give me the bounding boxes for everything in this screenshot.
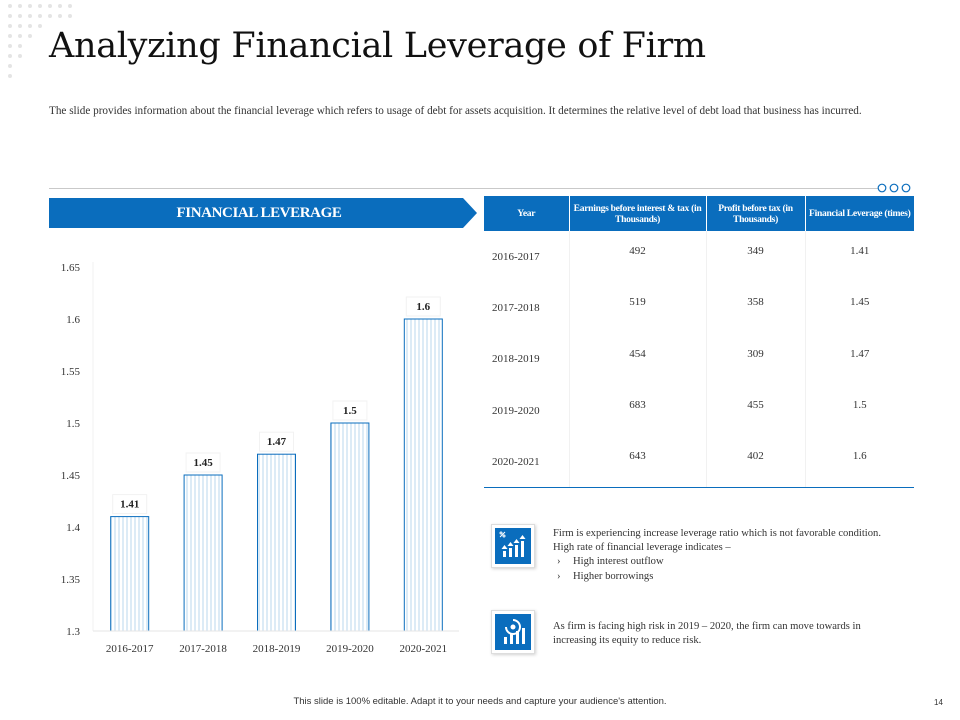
financial-leverage-bar-chart: 1.31.351.41.451.51.551.61.65 1.411.451.4… (61, 262, 459, 655)
data-label: 1.47 (267, 436, 287, 448)
cell-year: 2020-2021 (484, 436, 570, 488)
data-label-box (185, 452, 221, 473)
note-line: High rate of financial leverage indicate… (553, 542, 731, 554)
table-row: 2017-2018 519 358 1.45 (484, 282, 914, 334)
page-title: Analyzing Financial Leverage of Firm (49, 26, 706, 66)
table-row: 2019-2020 683 455 1.5 (484, 384, 914, 437)
note-risk: As firm is facing high risk in 2019 – 20… (553, 621, 861, 647)
cell-ebit: 454 (569, 333, 707, 385)
y-axis-ticks: 1.3 1.35 1.4 1.45 1.5 1.55 1.6 1.65 (61, 262, 81, 638)
page-number: 14 (934, 698, 943, 707)
cell-pbt: 358 (706, 282, 806, 334)
chart-banner-label: FINANCIAL LEVERAGE (176, 205, 342, 221)
cell-year: 2018-2019 (484, 333, 570, 385)
data-label: 1.45 (193, 457, 213, 469)
bar (110, 516, 150, 632)
cell-leverage: 1.41 (850, 245, 870, 257)
table-row: 2020-2021 643 402 1.6 (484, 436, 914, 488)
data-label-box (332, 400, 368, 421)
intro-text: The slide provides information about the… (49, 105, 862, 117)
cell-pbt: 349 (706, 231, 806, 283)
col-header-leverage: Financial Leverage (times) (805, 196, 914, 231)
y-tick-label: 1.5 (66, 418, 80, 430)
divider-dots-decoration (877, 183, 911, 193)
bullet-text: Higher borrowings (573, 570, 654, 582)
cell-year: 2019-2020 (484, 384, 570, 437)
data-label-box (405, 296, 441, 317)
note-bullet: › High interest outflow (553, 555, 903, 569)
table-header-row: Year Earnings before interest & tax (in … (484, 196, 914, 231)
cell-ebit: 683 (569, 384, 707, 437)
cell-pbt: 309 (706, 333, 806, 385)
cell-leverage: 1.47 (850, 347, 870, 360)
y-tick-label: 1.65 (61, 262, 81, 274)
col-header-ebit: Earnings before interest & tax (in Thous… (569, 196, 707, 231)
section-divider (49, 188, 879, 189)
table-row: 2016-2017 492 349 1.41 (484, 231, 914, 283)
y-tick-label: 1.55 (61, 366, 81, 378)
bullet-marker: › (557, 556, 561, 568)
y-tick-label: 1.45 (61, 470, 81, 482)
x-axis-ticks: 2016-2017 2017-2018 2018-2019 2019-2020 2020… (106, 643, 447, 655)
y-tick-label: 1.35 (61, 574, 81, 586)
data-label: 1.6 (416, 301, 430, 313)
financial-leverage-table: Year Earnings before interest & tax (in … (484, 196, 914, 488)
table-row: 2018-2019 454 309 1.47 (484, 333, 914, 385)
footer-text: This slide is 100% editable. Adapt it to… (293, 696, 667, 707)
note-leverage-ratio: Firm is experiencing increase leverage r… (553, 527, 903, 584)
growth-chart-icon-box (491, 524, 535, 568)
risk-analytics-icon (504, 619, 525, 644)
x-tick-label: 2017-2018 (179, 643, 227, 655)
bar (330, 422, 370, 632)
bullet-text: High interest outflow (573, 556, 664, 568)
bar-series: 1.41 1.45 1.47 1.5 1.6 (93, 296, 459, 632)
x-tick-label: 2018-2019 (253, 643, 301, 655)
data-label: 1.5 (343, 405, 357, 417)
data-label-box (112, 494, 148, 515)
note-line: Firm is experiencing increase leverage r… (553, 528, 881, 539)
cell-ebit: 643 (569, 436, 707, 488)
banner-arrow-shape (49, 198, 477, 228)
cell-year: 2016-2017 (484, 231, 570, 283)
cell-pbt: 402 (706, 436, 806, 488)
col-header-year: Year (484, 196, 570, 231)
x-tick-label: 2016-2017 (106, 643, 154, 655)
col-header-pbt: Profit before tax (in Thousands) (706, 196, 806, 231)
bar (257, 453, 296, 632)
x-tick-label: 2020-2021 (399, 643, 447, 655)
cell-leverage: 1.5 (852, 398, 867, 411)
cell-year: 2017-2018 (484, 282, 570, 334)
cell-ebit: 519 (569, 282, 707, 334)
data-label: 1.41 (120, 499, 139, 511)
y-tick-label: 1.3 (66, 626, 80, 638)
cell-leverage: 1.45 (850, 296, 870, 309)
bullet-marker: › (557, 570, 561, 582)
cell-ebit: 492 (569, 231, 707, 283)
growth-chart-icon (499, 531, 526, 557)
data-label-box (259, 431, 294, 452)
y-tick-label: 1.4 (66, 522, 80, 534)
dot-grid-decoration (8, 4, 72, 78)
bar (403, 318, 443, 632)
bar (183, 474, 223, 632)
cell-leverage: 1.6 (805, 436, 914, 488)
y-tick-label: 1.6 (66, 314, 80, 326)
risk-analytics-icon-box (491, 610, 535, 654)
x-tick-label: 2019-2020 (326, 643, 374, 655)
cell-pbt: 455 (706, 384, 806, 437)
note-bullet: › Higher borrowings (553, 570, 903, 584)
